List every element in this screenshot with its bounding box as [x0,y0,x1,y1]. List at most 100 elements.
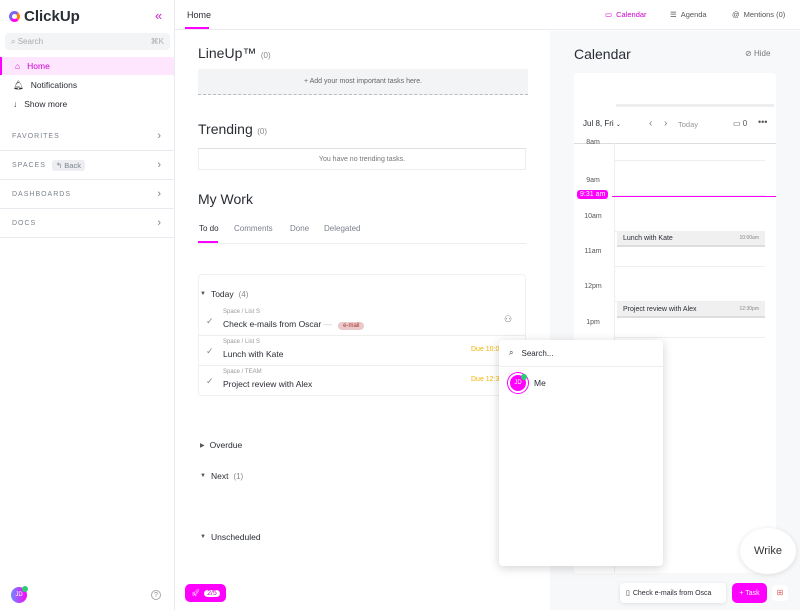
search-placeholder: Search... [521,348,554,358]
section-label: FAVORITES [12,132,60,140]
group-unscheduled[interactable]: ▼ Unscheduled [200,532,261,542]
calendar-event[interactable]: Project review with Alex 12:30pm [617,302,765,318]
new-task-button[interactable]: + Task [732,583,767,603]
assign-user-icon[interactable]: ⚇ [504,314,513,324]
section-spaces[interactable]: SPACES ↰ Back › [0,151,174,180]
sidebar-item-home[interactable]: ⌂ Home [0,57,174,75]
hour-gridline [615,265,765,267]
avatar-initials: JD [15,592,23,598]
agenda-toggle[interactable]: ☰ Agenda [670,10,707,19]
more-icon[interactable]: ••• [758,117,768,127]
sidebar: ClickUp « ⌕ Search ⌘K ⌂ Home 🔔︎ Notificatio… [0,0,175,610]
calendar-toggle[interactable]: ▭ Calendar [605,10,647,19]
rocket-button[interactable]: 🚀︎ 2/5 [185,584,226,602]
online-dot [22,586,28,592]
section-favorites[interactable]: FAVORITES › [0,122,174,151]
progress-badge: 2/5 [204,589,220,597]
all-day-bar [616,104,774,107]
collapse-sidebar-icon[interactable]: « [155,8,163,23]
task-row[interactable]: ✓ Space / List S Lunch with Kate Due 10:… [198,336,526,366]
assignee-option-me[interactable]: JD Me [508,373,546,393]
group-overdue[interactable]: ▶ Overdue [200,440,242,450]
date-label: Jul 8, Fri [583,119,614,128]
tab-comments[interactable]: Comments [234,224,273,233]
hour-label: 11am [584,247,602,255]
clickup-logo-icon [9,11,20,22]
bell-icon: 🔔︎ [13,79,24,90]
tab-done[interactable]: Done [290,224,310,233]
logo[interactable]: ClickUp [9,8,80,25]
group-today[interactable]: ▼ Today (4) [200,289,248,299]
task-row[interactable]: ✓ Space / List S Check e-mails from Osca… [198,306,526,336]
current-time-line [612,196,776,197]
trending-header: Trending (0) [198,121,267,139]
trending-title: Trending [198,121,253,137]
task-tag[interactable]: e-mail [338,322,365,330]
group-next[interactable]: ▼ Next (1) [200,471,243,481]
event-name: Project review with Alex [623,305,697,313]
tab-delegated[interactable]: Delegated [324,224,361,233]
task-due: Due 12:3 [471,376,500,383]
next-day-button[interactable]: › [664,118,668,129]
hour-gridline [615,336,765,338]
search-placeholder: Search [17,36,44,46]
check-icon[interactable]: ✓ [206,346,214,356]
caret-down-icon: ▼ [200,534,206,540]
divider [574,143,776,144]
today-button[interactable]: Today [678,120,699,129]
prev-day-button[interactable]: ‹ [649,118,653,129]
active-tab-indicator [198,241,218,243]
hide-label: Hide [753,49,771,58]
task-name: Project review with Alex [223,379,313,389]
section-dashboards[interactable]: DASHBOARDS › [0,180,174,209]
search-icon: ⌕ [11,36,18,46]
tab-todo[interactable]: To do [199,224,219,233]
rocket-icon: 🚀︎ [191,590,201,597]
sidebar-item-show-more[interactable]: ↓ Show more [0,95,174,113]
section-label: SPACES [12,161,46,169]
trending-count: (0) [257,127,267,136]
chevron-right-icon: › [157,159,162,171]
help-icon[interactable]: ? [151,590,161,600]
hour-gridline [615,301,765,303]
mentions-toggle[interactable]: @ Mentions (0) [732,10,785,19]
task-name: Lunch with Kate [223,349,284,359]
sidebar-item-label: Home [27,61,50,71]
current-time-badge: 9:31 am [577,190,609,199]
calendar-label: Calendar [616,10,647,19]
chevron-down-icon: ⌄ [615,122,621,128]
tab-home[interactable]: Home [187,10,212,20]
wrike-logo[interactable]: Wrike [740,528,796,574]
sidebar-item-label: Show more [24,99,68,109]
unscheduled-count[interactable]: ▭ 0 [733,119,747,128]
calendar-icon: ▭ [605,10,613,19]
task-name-text: Check e-mails from Oscar [223,319,322,329]
add-lineup-button[interactable]: + Add your most important tasks here. [198,69,528,95]
assignee-search-input[interactable]: ⌕ Search... [499,340,663,367]
event-name: Lunch with Kate [623,234,673,242]
calendar-event[interactable]: Lunch with Kate 10:00am [617,231,765,247]
tray-task[interactable]: ▯ Check e-mails from Osca [620,583,726,603]
agenda-label: Agenda [680,10,707,19]
trending-empty-text: You have no trending tasks. [198,148,526,170]
check-icon[interactable]: ✓ [206,316,214,326]
hour-label: 12pm [584,283,602,291]
date-picker[interactable]: Jul 8, Fri ⌄ [583,119,621,128]
hide-button[interactable]: ⊘ Hide [745,49,770,58]
task-breadcrumb: Space / List S [223,339,261,345]
search-input[interactable]: ⌕ Search ⌘K [5,33,170,50]
caret-right-icon: ▶ [200,442,205,449]
lineup-header: LineUp™ (0) [198,45,271,63]
assignee-name: Me [534,378,546,388]
back-button[interactable]: ↰ Back [51,159,85,171]
group-label: Next [210,471,229,481]
sidebar-item-notifications[interactable]: 🔔︎ Notifications [0,76,174,94]
group-count: (4) [238,289,249,299]
section-docs[interactable]: DOCS › [0,209,174,238]
task-row[interactable]: ✓ Space / TEAM Project review with Alex … [198,366,526,396]
hour-label: 1pm [586,318,600,326]
check-icon[interactable]: ✓ [206,376,214,386]
chevron-right-icon: › [157,217,162,229]
apps-grid-icon[interactable]: ⊞ [772,585,788,601]
user-avatar[interactable]: JD [9,585,29,605]
